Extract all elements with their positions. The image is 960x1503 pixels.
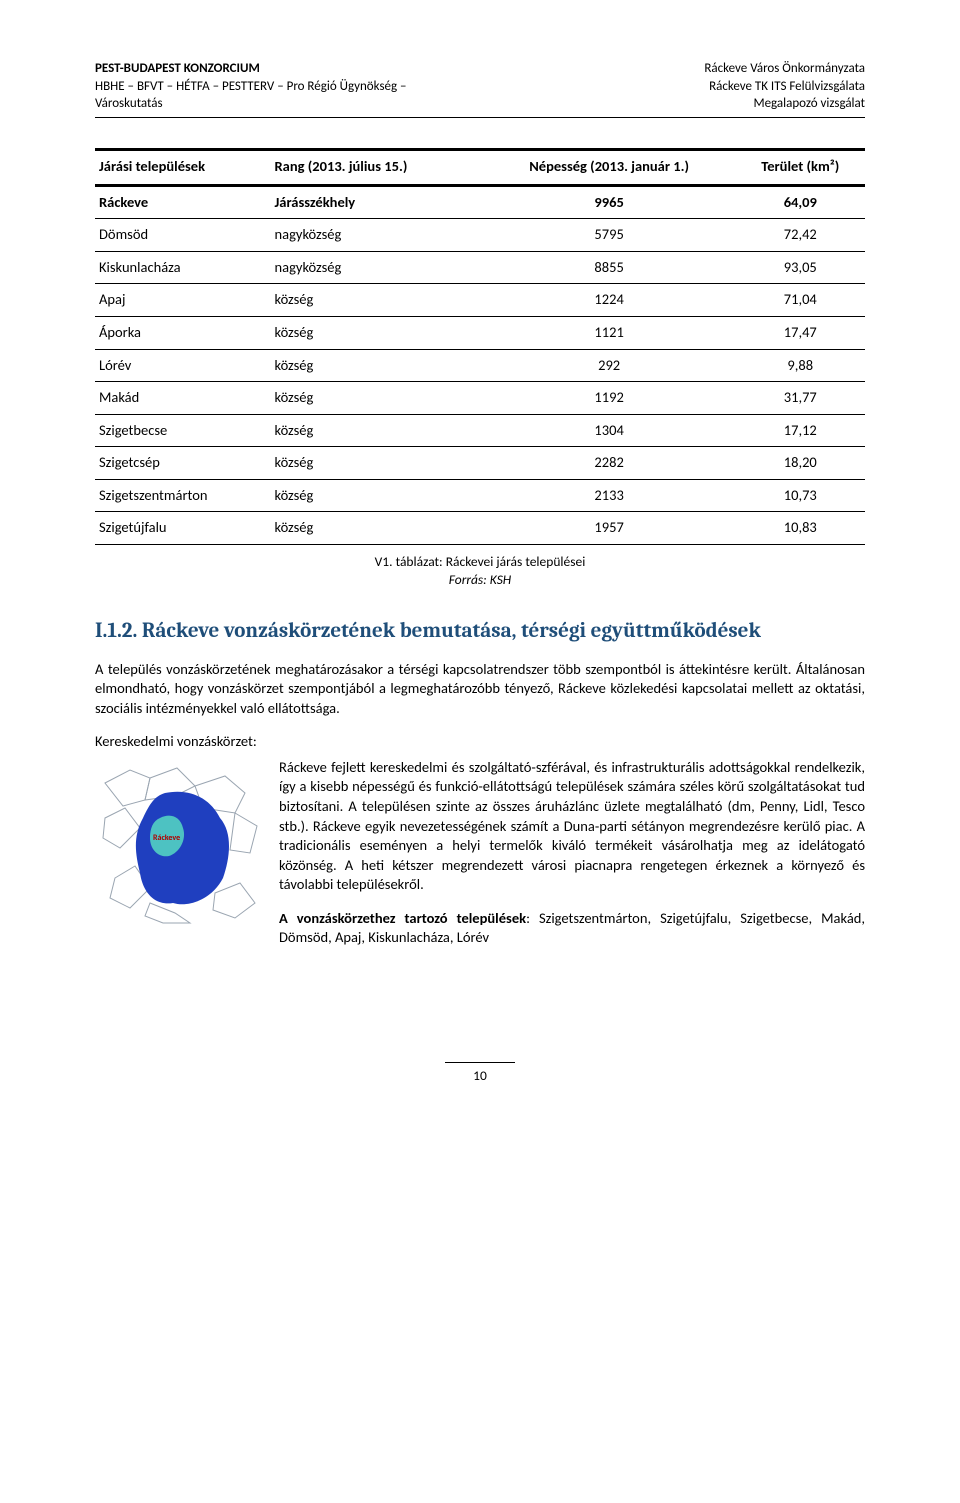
table-header-row: Járási települések Rang (2013. július 15… — [95, 149, 865, 182]
settlements-table: Járási települések Rang (2013. július 15… — [95, 148, 865, 545]
table-row: Lórévközség2929,88 — [95, 349, 865, 382]
settlement-list-label: A vonzáskörzethez tartozó települések — [279, 909, 526, 927]
table-cell: Dömsöd — [95, 219, 271, 252]
table-cell: Apaj — [95, 284, 271, 317]
paragraph-commercial: Ráckeve fejlett kereskedelmi és szolgált… — [279, 758, 865, 895]
table-cell: 9965 — [483, 185, 736, 219]
header-right-line3: Megalapozó vizsgálat — [704, 95, 865, 113]
table-cell: község — [271, 316, 483, 349]
table-row: Apajközség122471,04 — [95, 284, 865, 317]
table-cell: 10,83 — [736, 512, 865, 545]
page-number: 10 — [95, 1067, 865, 1085]
table-cell: Kiskunlacháza — [95, 251, 271, 284]
table-cell: 1121 — [483, 316, 736, 349]
map-icon: Ráckeve — [95, 758, 265, 928]
table-cell: 1192 — [483, 382, 736, 415]
table-cell: 1304 — [483, 414, 736, 447]
commercial-block: Ráckeve Ráckeve fejlett kereskedelmi és … — [95, 758, 865, 962]
table-col-1: Rang (2013. július 15.) — [271, 149, 483, 182]
table-cell: Áporka — [95, 316, 271, 349]
table-cell: község — [271, 512, 483, 545]
table-cell: Lórév — [95, 349, 271, 382]
table-cell: nagyközség — [271, 219, 483, 252]
table-cell: 93,05 — [736, 251, 865, 284]
header-rule — [95, 117, 865, 118]
footer-rule — [445, 1062, 515, 1063]
table-cell: 8855 — [483, 251, 736, 284]
table-cell: Ráckeve — [95, 185, 271, 219]
table-cell: 71,04 — [736, 284, 865, 317]
header-left-line2: HBHE – BFVT – HÉTFA – PESTTERV – Pro Rég… — [95, 78, 407, 96]
table-row: RáckeveJárásszékhely996564,09 — [95, 185, 865, 219]
table-row: Szigetszentmártonközség213310,73 — [95, 479, 865, 512]
table-caption-line1: V1. táblázat: Ráckevei járás települései — [95, 553, 865, 571]
table-col-0: Járási települések — [95, 149, 271, 182]
paragraph-settlement-list: A vonzáskörzethez tartozó települések: S… — [279, 909, 865, 948]
header-left-line3: Városkutatás — [95, 95, 407, 113]
table-cell: község — [271, 349, 483, 382]
table-cell: 31,77 — [736, 382, 865, 415]
table-cell: nagyközség — [271, 251, 483, 284]
header-left: PEST-BUDAPEST KONZORCIUM HBHE – BFVT – H… — [95, 60, 407, 113]
section-title: Ráckeve vonzáskörzetének bemutatása, tér… — [142, 619, 761, 643]
table-col-2: Népesség (2013. január 1.) — [483, 149, 736, 182]
table-cell: Szigetújfalu — [95, 512, 271, 545]
table-cell: 1224 — [483, 284, 736, 317]
table-cell: 9,88 — [736, 349, 865, 382]
table-caption-source: Forrás: KSH — [95, 571, 865, 589]
table-col-3: Terület (km²) — [736, 149, 865, 182]
table-cell: 5795 — [483, 219, 736, 252]
table-cell: 17,12 — [736, 414, 865, 447]
table-cell: község — [271, 382, 483, 415]
table-cell: 292 — [483, 349, 736, 382]
table-cell: község — [271, 414, 483, 447]
table-row: Makádközség119231,77 — [95, 382, 865, 415]
table-cell: 18,20 — [736, 447, 865, 480]
table-row: Áporkaközség112117,47 — [95, 316, 865, 349]
table-cell: Szigetcsép — [95, 447, 271, 480]
table-cell: 1957 — [483, 512, 736, 545]
table-cell: 64,09 — [736, 185, 865, 219]
table-cell: Járásszékhely — [271, 185, 483, 219]
table-cell: község — [271, 284, 483, 317]
table-cell: község — [271, 447, 483, 480]
table-cell: Makád — [95, 382, 271, 415]
header-right: Ráckeve Város Önkormányzata Ráckeve TK I… — [704, 60, 865, 113]
subheading-commercial: Kereskedelmi vonzáskörzet: — [95, 732, 865, 752]
table-cell: 2133 — [483, 479, 736, 512]
catchment-map: Ráckeve — [95, 758, 265, 928]
map-label: Ráckeve — [153, 833, 180, 843]
header-right-line1: Ráckeve Város Önkormányzata — [704, 60, 865, 78]
paragraph-intro: A település vonzáskörzetének meghatározá… — [95, 660, 865, 719]
table-cell: 72,42 — [736, 219, 865, 252]
page-header: PEST-BUDAPEST KONZORCIUM HBHE – BFVT – H… — [95, 60, 865, 113]
commercial-text: Ráckeve fejlett kereskedelmi és szolgált… — [279, 758, 865, 962]
table-row: Dömsödnagyközség579572,42 — [95, 219, 865, 252]
table-row: Szigetújfaluközség195710,83 — [95, 512, 865, 545]
table-cell: község — [271, 479, 483, 512]
header-right-line2: Ráckeve TK ITS Felülvizsgálata — [704, 78, 865, 96]
section-heading: I.1.2. Ráckeve vonzáskörzetének bemutatá… — [95, 617, 865, 645]
table-cell: Szigetszentmárton — [95, 479, 271, 512]
table-cell: Szigetbecse — [95, 414, 271, 447]
table-cell: 10,73 — [736, 479, 865, 512]
table-cell: 17,47 — [736, 316, 865, 349]
table-cell: 2282 — [483, 447, 736, 480]
table-row: Szigetcsépközség228218,20 — [95, 447, 865, 480]
table-caption: V1. táblázat: Ráckevei járás települései… — [95, 553, 865, 589]
table-row: Kiskunlacházanagyközség885593,05 — [95, 251, 865, 284]
section-number: I.1.2. — [95, 619, 137, 643]
header-left-line1: PEST-BUDAPEST KONZORCIUM — [95, 60, 407, 78]
table-row: Szigetbecseközség130417,12 — [95, 414, 865, 447]
